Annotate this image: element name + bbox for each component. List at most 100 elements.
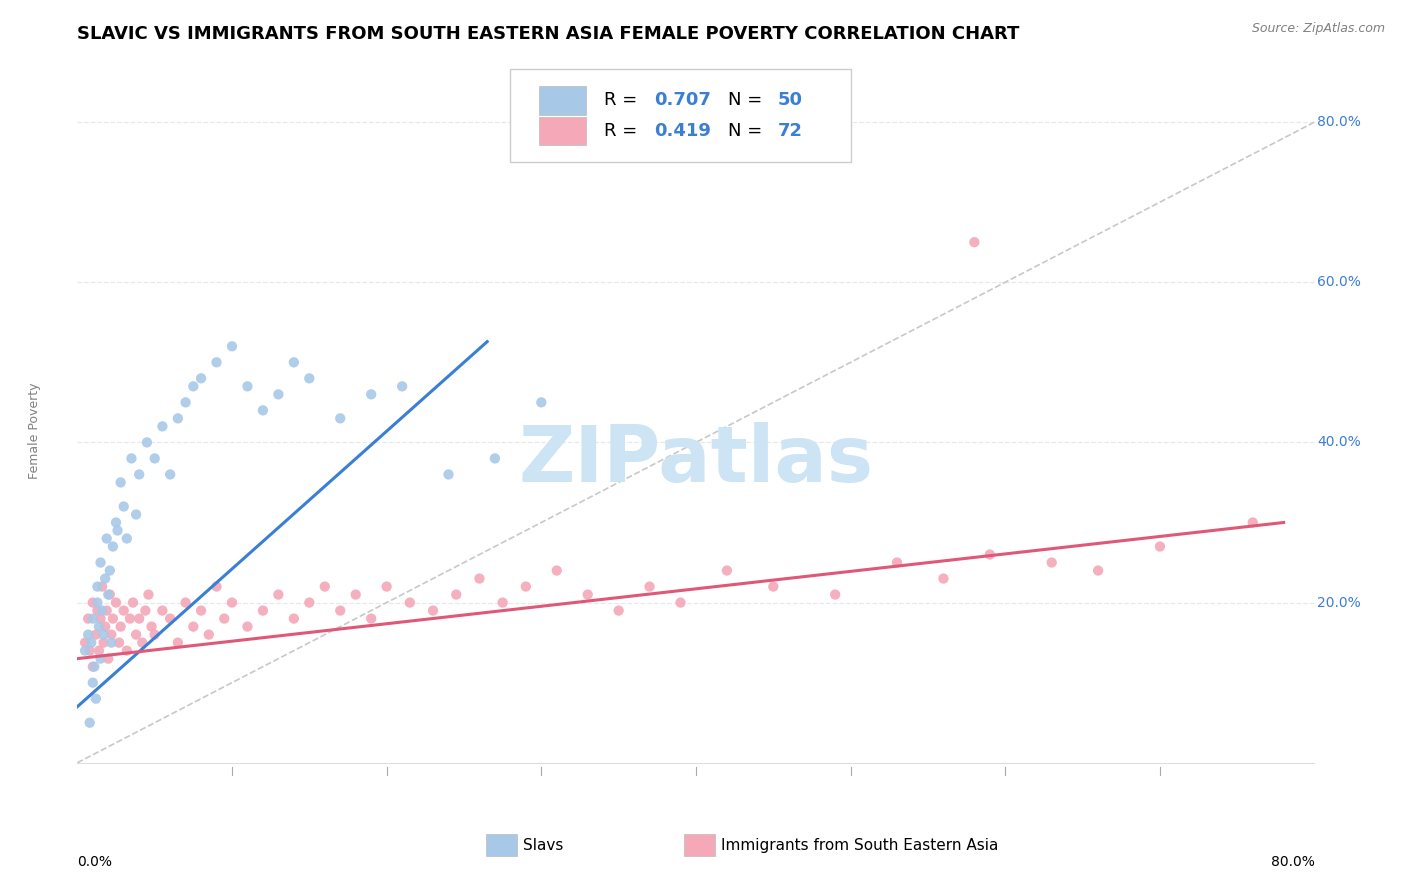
Point	[492, 596, 515, 610]
Point	[205, 580, 228, 594]
Text: 0.0%: 0.0%	[77, 855, 112, 869]
Point	[79, 715, 101, 730]
Point	[360, 387, 382, 401]
Point	[87, 643, 110, 657]
Point	[468, 572, 491, 586]
Point	[86, 604, 108, 618]
Point	[77, 627, 100, 641]
Text: Slavs: Slavs	[523, 838, 564, 853]
Point	[167, 635, 190, 649]
Text: 72: 72	[778, 122, 803, 140]
Point	[267, 588, 290, 602]
Point	[391, 379, 413, 393]
Point	[329, 604, 352, 618]
Point	[298, 596, 321, 610]
Point	[84, 627, 107, 641]
Point	[183, 379, 205, 393]
Text: 80.0%: 80.0%	[1317, 115, 1361, 129]
Point	[252, 403, 274, 417]
Point	[93, 627, 115, 641]
Point	[360, 611, 382, 625]
Point	[86, 580, 108, 594]
Point	[446, 588, 468, 602]
Point	[963, 235, 986, 250]
FancyBboxPatch shape	[683, 834, 714, 856]
Point	[183, 619, 205, 633]
Point	[101, 611, 124, 625]
Point	[86, 596, 108, 610]
Point	[236, 619, 259, 633]
Point	[314, 580, 336, 594]
Point	[375, 580, 398, 594]
Point	[190, 371, 212, 385]
Point	[152, 419, 174, 434]
Text: 0.419: 0.419	[654, 122, 711, 140]
Point	[82, 659, 104, 673]
Point	[79, 643, 101, 657]
Point	[576, 588, 599, 602]
Point	[143, 627, 166, 641]
Text: 20.0%: 20.0%	[1317, 596, 1361, 609]
Text: 80.0%: 80.0%	[1271, 855, 1315, 869]
Point	[159, 467, 181, 482]
Point	[546, 564, 568, 578]
Point	[110, 475, 132, 490]
Point	[90, 556, 111, 570]
Point	[125, 508, 148, 522]
Point	[115, 532, 138, 546]
Point	[91, 604, 114, 618]
Point	[221, 339, 243, 353]
Point	[824, 588, 846, 602]
Point	[98, 564, 121, 578]
Point	[91, 580, 114, 594]
Point	[80, 635, 103, 649]
Point	[101, 540, 124, 554]
Point	[97, 651, 120, 665]
FancyBboxPatch shape	[510, 70, 851, 162]
Point	[112, 604, 135, 618]
Point	[110, 619, 132, 633]
Point	[115, 643, 138, 657]
Point	[96, 604, 118, 618]
Point	[82, 611, 104, 625]
Point	[94, 619, 117, 633]
Point	[1040, 556, 1063, 570]
Text: N =: N =	[728, 92, 768, 110]
Point	[638, 580, 661, 594]
Point	[105, 516, 127, 530]
Point	[87, 619, 110, 633]
Point	[75, 635, 96, 649]
Point	[107, 524, 129, 538]
Text: 50: 50	[778, 92, 803, 110]
Text: 60.0%: 60.0%	[1317, 276, 1361, 289]
Point	[138, 588, 160, 602]
Point	[122, 596, 145, 610]
Point	[530, 395, 553, 409]
Point	[422, 604, 444, 618]
Point	[298, 371, 321, 385]
Point	[136, 435, 159, 450]
Point	[344, 588, 367, 602]
Text: R =: R =	[605, 92, 644, 110]
Text: Source: ZipAtlas.com: Source: ZipAtlas.com	[1251, 22, 1385, 36]
Text: 0.707: 0.707	[654, 92, 711, 110]
Point	[77, 611, 100, 625]
Text: N =: N =	[728, 122, 768, 140]
Point	[100, 627, 122, 641]
Point	[267, 387, 290, 401]
Text: ZIPatlas: ZIPatlas	[519, 422, 873, 499]
Point	[1149, 540, 1171, 554]
Point	[221, 596, 243, 610]
Text: R =: R =	[605, 122, 644, 140]
Point	[437, 467, 460, 482]
Point	[96, 532, 118, 546]
Point	[979, 548, 1001, 562]
FancyBboxPatch shape	[538, 117, 586, 145]
Point	[128, 467, 150, 482]
Point	[932, 572, 955, 586]
Point	[1087, 564, 1109, 578]
Point	[198, 627, 221, 641]
Point	[205, 355, 228, 369]
Point	[112, 500, 135, 514]
Point	[84, 691, 107, 706]
